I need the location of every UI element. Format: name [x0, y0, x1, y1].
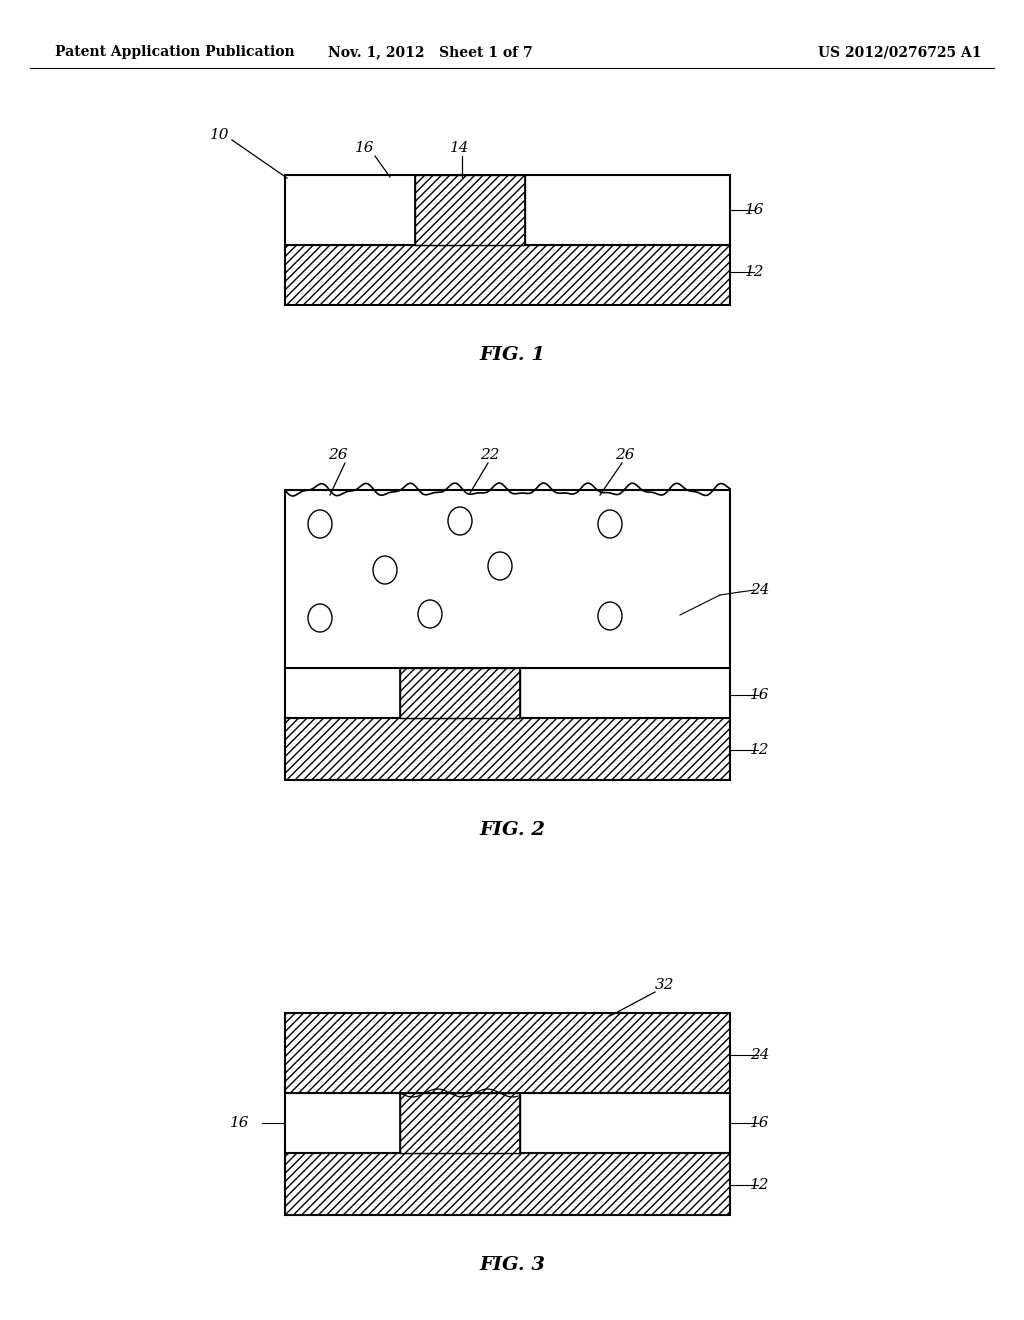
- Text: 10: 10: [210, 128, 229, 143]
- Bar: [285, 246, 730, 305]
- Ellipse shape: [598, 602, 622, 630]
- Bar: [285, 1152, 730, 1214]
- Text: 16: 16: [355, 141, 375, 154]
- Ellipse shape: [449, 507, 472, 535]
- Ellipse shape: [418, 601, 442, 628]
- Text: 12: 12: [751, 1177, 770, 1192]
- Bar: [415, 176, 525, 246]
- Text: FIG. 2: FIG. 2: [479, 821, 545, 840]
- Bar: [285, 176, 730, 246]
- Bar: [400, 1093, 520, 1152]
- Text: FIG. 3: FIG. 3: [479, 1257, 545, 1274]
- Text: 22: 22: [480, 447, 500, 462]
- Text: US 2012/0276725 A1: US 2012/0276725 A1: [818, 45, 982, 59]
- Bar: [400, 668, 520, 718]
- Text: 16: 16: [230, 1115, 250, 1130]
- Text: 16: 16: [751, 688, 770, 702]
- Bar: [285, 490, 730, 668]
- Text: 26: 26: [615, 447, 635, 462]
- Text: FIG. 1: FIG. 1: [479, 346, 545, 364]
- Text: Patent Application Publication: Patent Application Publication: [55, 45, 295, 59]
- Bar: [285, 1012, 730, 1093]
- Text: 26: 26: [329, 447, 348, 462]
- Text: Nov. 1, 2012   Sheet 1 of 7: Nov. 1, 2012 Sheet 1 of 7: [328, 45, 532, 59]
- Ellipse shape: [598, 510, 622, 539]
- Bar: [285, 668, 730, 718]
- Ellipse shape: [308, 605, 332, 632]
- Bar: [285, 1093, 730, 1152]
- Text: 24: 24: [751, 1048, 770, 1063]
- Ellipse shape: [308, 510, 332, 539]
- Text: 12: 12: [751, 743, 770, 756]
- Text: 24: 24: [751, 583, 770, 597]
- Text: 14: 14: [451, 141, 470, 154]
- Text: 12: 12: [745, 265, 765, 279]
- Text: 16: 16: [745, 203, 765, 216]
- Ellipse shape: [488, 552, 512, 579]
- Bar: [285, 718, 730, 780]
- Ellipse shape: [373, 556, 397, 583]
- Text: 16: 16: [751, 1115, 770, 1130]
- Text: 32: 32: [655, 978, 675, 993]
